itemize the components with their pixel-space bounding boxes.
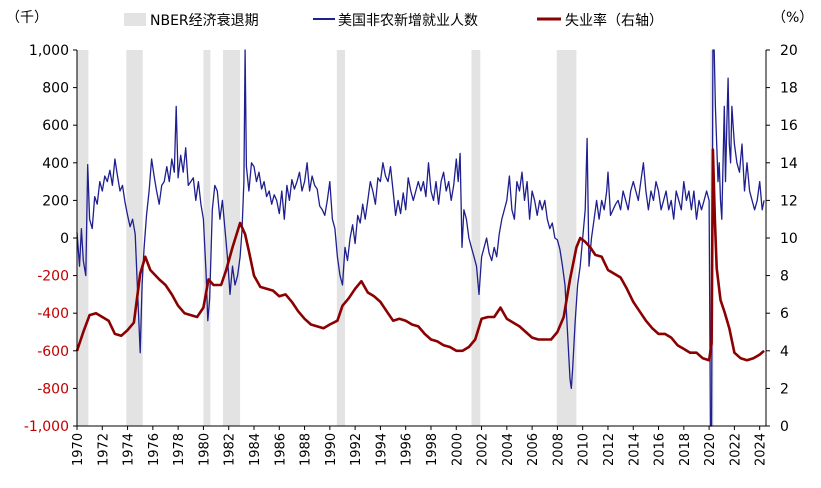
- x-tick-label: 1974: [122, 433, 137, 466]
- left-tick-label: 1,000: [29, 43, 69, 59]
- x-tick-label: 1990: [324, 433, 339, 466]
- right-tick-label: 10: [780, 231, 798, 247]
- x-tick-label: 2004: [501, 433, 516, 466]
- x-tick-label: 2020: [703, 433, 718, 466]
- right-tick-label: 12: [780, 193, 798, 209]
- x-tick-label: 1970: [71, 433, 86, 466]
- left-axis-ticks: 1,000 800 600 400 200 0 -200 -400 -600 -800 -1,000: [24, 43, 77, 435]
- x-tick-label: 2014: [627, 433, 642, 466]
- axes: [76, 50, 767, 427]
- legend-label-unemployment: 失业率（右轴）: [565, 12, 663, 29]
- x-tick-label: 2018: [678, 433, 693, 466]
- left-tick-label: 200: [42, 193, 69, 209]
- left-tick-label: 400: [42, 156, 69, 172]
- left-tick-label: -200: [37, 269, 69, 285]
- right-tick-label: 8: [780, 269, 789, 285]
- left-tick-label: 600: [42, 118, 69, 134]
- x-tick-label: 2022: [728, 433, 743, 466]
- right-tick-label: 14: [780, 156, 798, 172]
- nonfarm-payrolls-line: [76, 49, 765, 427]
- x-tick-label: 2000: [450, 433, 465, 466]
- legend-swatch-recession: [124, 13, 146, 26]
- legend-label-recession: NBER经济衰退期: [150, 12, 259, 29]
- series-layer: [75, 49, 765, 427]
- x-tick-label: 1972: [96, 433, 111, 466]
- recession-band-1: [126, 50, 143, 426]
- x-tick-label: 2024: [754, 433, 769, 466]
- x-tick-label: 1996: [400, 433, 415, 466]
- recession-band-4: [336, 50, 346, 426]
- left-axis-unit-label: （千）: [6, 10, 48, 26]
- left-tick-label: -400: [37, 306, 69, 322]
- x-tick-label: 2016: [653, 433, 668, 466]
- x-tick-label: 2002: [476, 433, 491, 466]
- left-tick-label: 800: [42, 81, 69, 97]
- x-tick-label: 1998: [425, 433, 440, 466]
- left-tick-label: -600: [37, 344, 69, 360]
- x-tick-label: 1988: [299, 433, 314, 466]
- right-tick-label: 0: [780, 419, 789, 435]
- right-tick-label: 16: [780, 118, 798, 134]
- right-tick-label: 6: [780, 306, 789, 322]
- recession-band-3: [223, 50, 241, 426]
- unemployment-rate-line: [75, 148, 765, 362]
- right-tick-label: 18: [780, 81, 798, 97]
- legend: NBER经济衰退期 美国非农新增就业人数 失业率（右轴）: [124, 12, 663, 29]
- recession-bands: [76, 50, 714, 426]
- left-tick-label: 0: [60, 231, 69, 247]
- right-axis-unit-label: （%）: [772, 10, 813, 26]
- x-tick-label: 1992: [349, 433, 364, 466]
- x-tick-label: 2008: [551, 433, 566, 466]
- x-tick-label: 1978: [172, 433, 187, 466]
- recession-band-5: [471, 50, 481, 426]
- x-tick-label: 1982: [223, 433, 238, 466]
- x-axis-ticks: 1970 1972 1974 1976 1978 1980 1982 1984 1986 1988…: [71, 426, 769, 466]
- x-tick-label: 1984: [248, 433, 263, 466]
- x-tick-label: 1986: [273, 433, 288, 466]
- right-tick-label: 4: [780, 344, 789, 360]
- recession-band-6: [556, 50, 577, 426]
- right-tick-label: 2: [780, 381, 789, 397]
- left-tick-label: -1,000: [24, 419, 69, 435]
- recession-band-2: [203, 50, 211, 426]
- legend-label-payrolls: 美国非农新增就业人数: [338, 13, 478, 29]
- x-tick-label: 1976: [147, 433, 162, 466]
- x-tick-label: 1994: [374, 433, 389, 466]
- left-tick-label: -800: [37, 381, 69, 397]
- x-tick-label: 2010: [577, 433, 592, 466]
- right-tick-label: 20: [780, 43, 798, 59]
- x-tick-label: 2006: [526, 433, 541, 466]
- x-tick-label: 2012: [602, 433, 617, 466]
- x-tick-label: 1980: [197, 433, 212, 466]
